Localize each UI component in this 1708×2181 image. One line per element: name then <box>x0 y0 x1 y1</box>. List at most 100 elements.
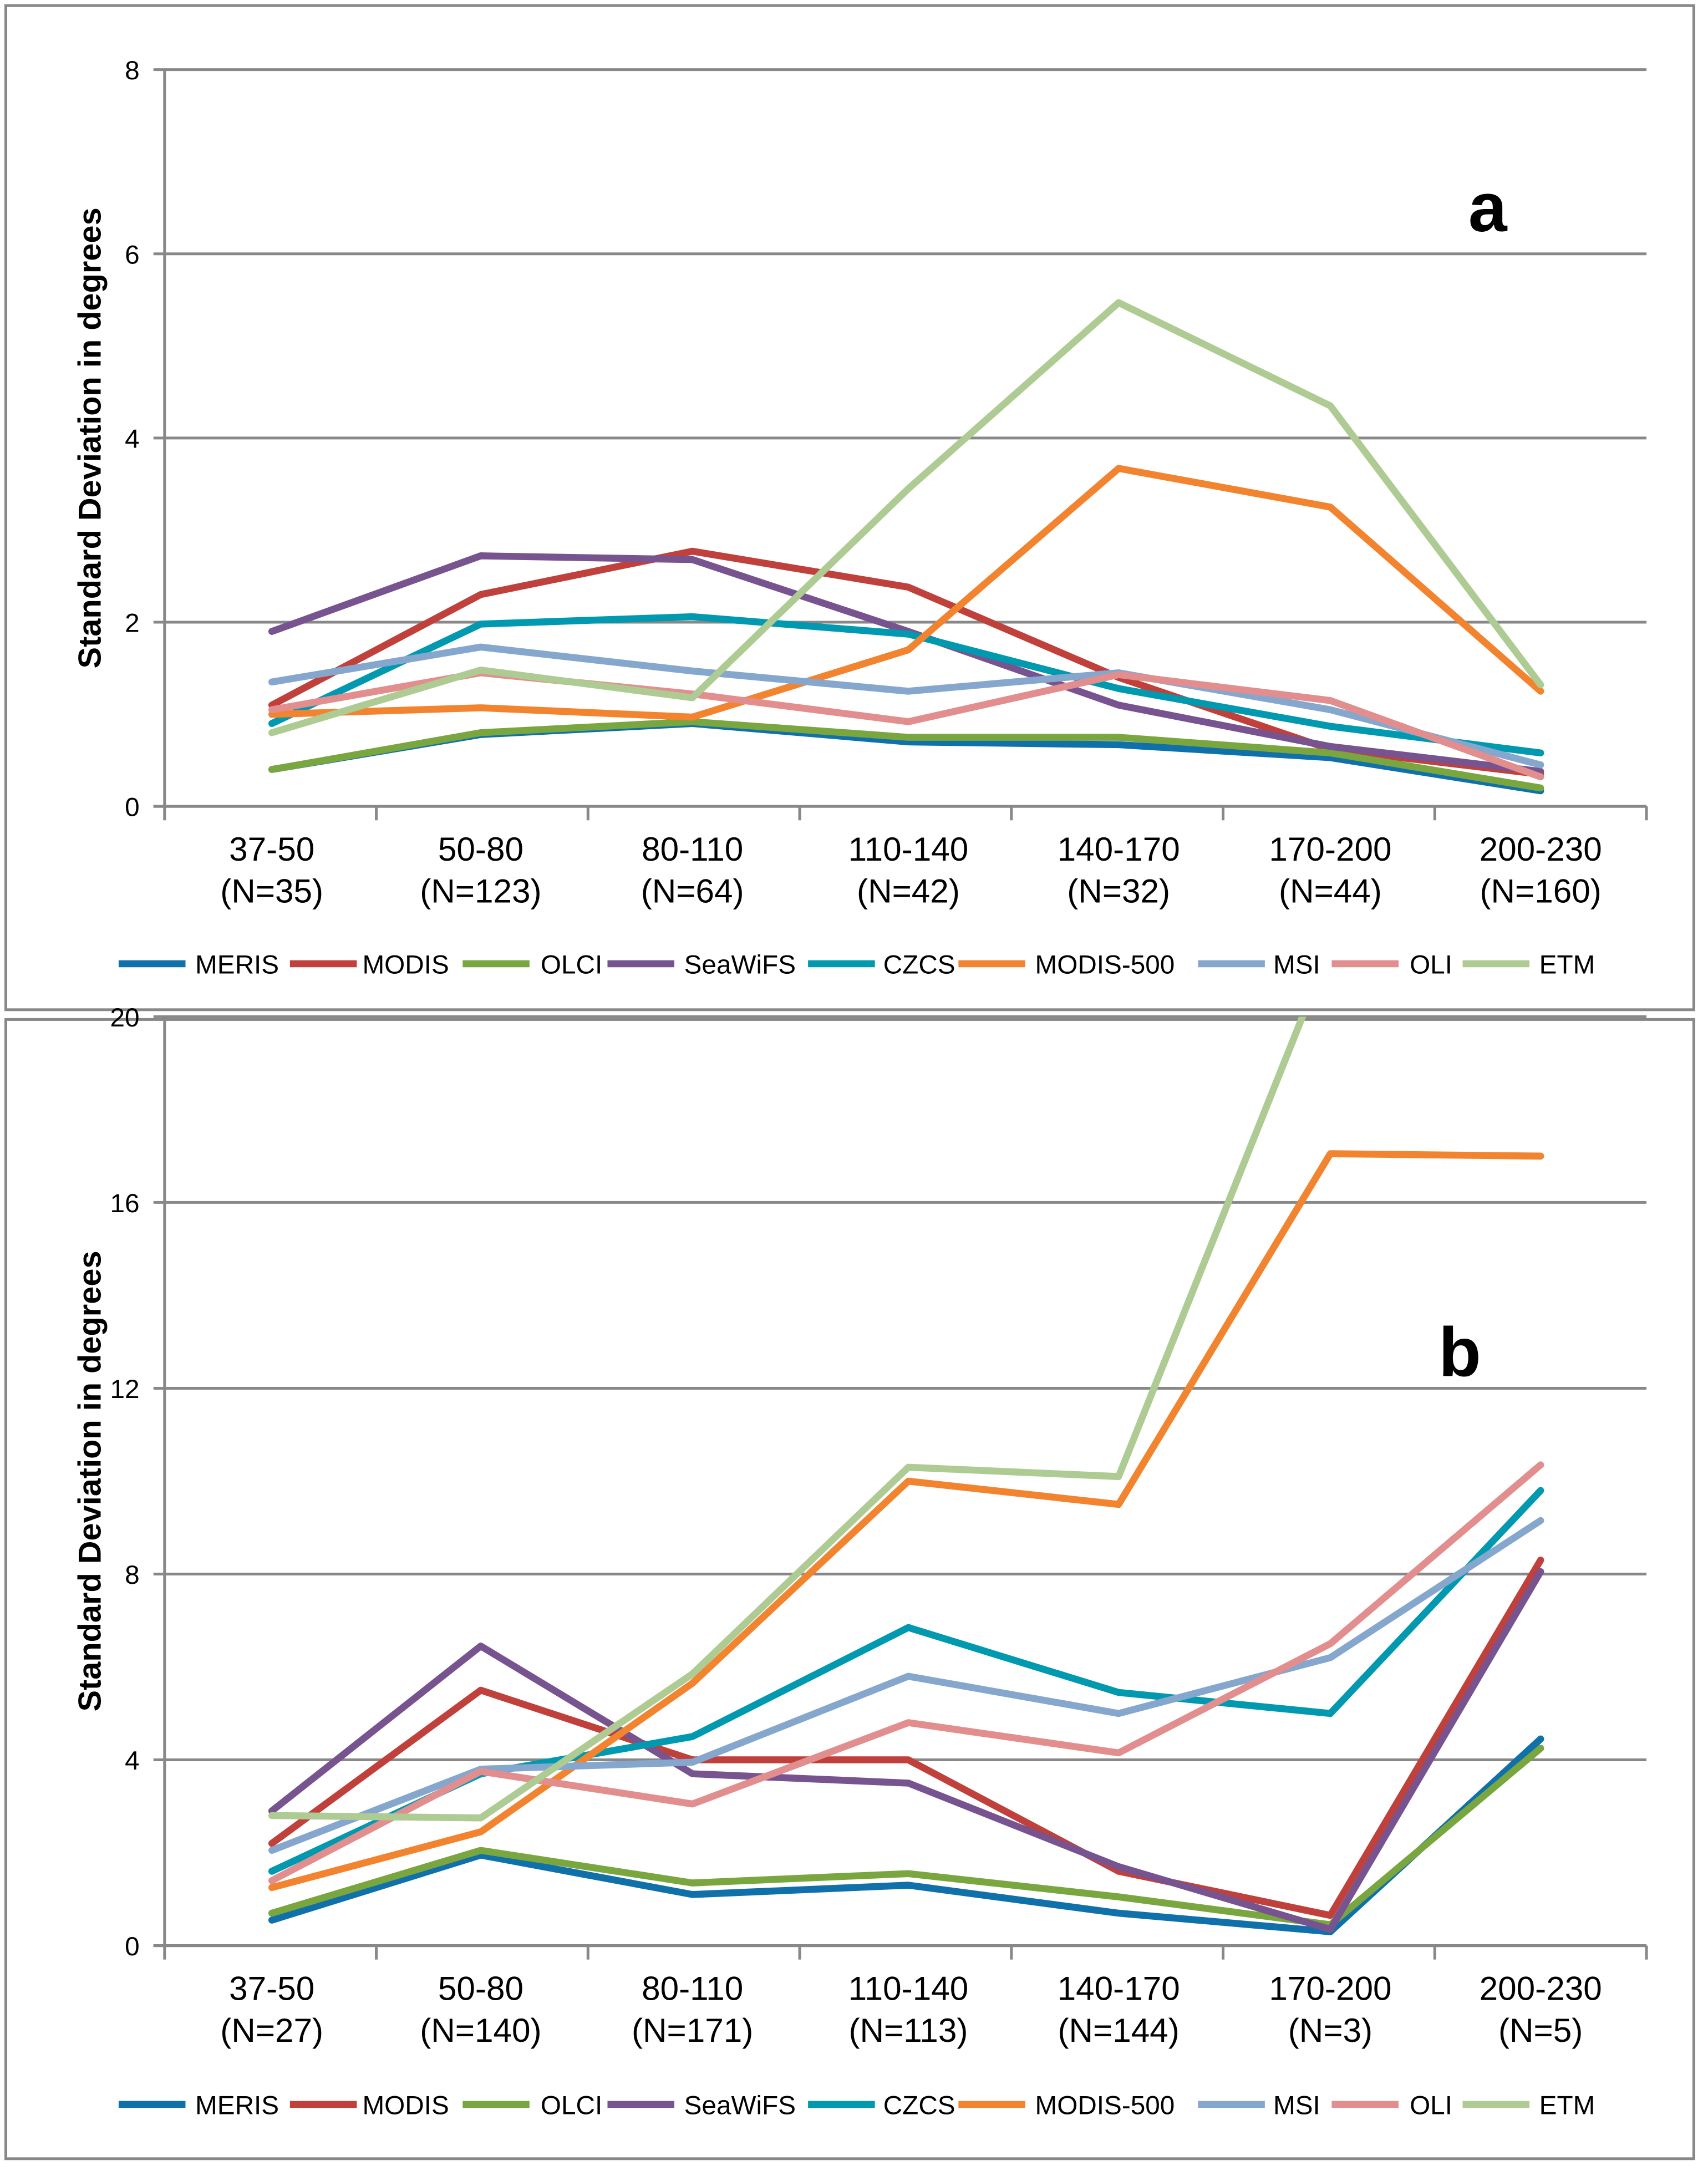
x-tick-count-label: (N=3) <box>1288 2011 1372 2049</box>
data-point-msi <box>692 670 693 672</box>
data-point-modis-500 <box>692 1683 693 1684</box>
x-tick-count-label: (N=32) <box>1067 872 1170 909</box>
y-tick-label: 4 <box>125 1746 140 1776</box>
x-tick-count-label: (N=144) <box>1058 2011 1179 2049</box>
x-tick-label: 50-80 <box>438 1970 523 2007</box>
data-point-olci <box>692 721 693 722</box>
data-point-olci <box>908 1873 909 1874</box>
legend-label: OLI <box>1410 2091 1452 2120</box>
legend-item-seawifs: SeaWiFS <box>607 2091 796 2120</box>
data-point-oli <box>1330 700 1331 701</box>
data-point-meris <box>692 1894 693 1895</box>
x-tick-label: 37-50 <box>229 830 314 868</box>
data-point-modis-500 <box>692 716 693 718</box>
x-tick-label: 110-140 <box>848 1970 969 2007</box>
data-point-olci <box>1330 753 1331 754</box>
legend-label: OLCI <box>541 950 602 980</box>
legend-label: OLCI <box>541 2091 602 2120</box>
data-point-oli <box>908 1722 909 1723</box>
x-tick-label: 110-140 <box>848 830 969 868</box>
series-line-etm <box>268 1016 1307 1822</box>
legend-item-modis-500: MODIS-500 <box>958 950 1175 980</box>
data-point-meris <box>1330 757 1331 758</box>
data-point-msi <box>908 1676 909 1677</box>
y-tick-label: 16 <box>110 1189 140 1218</box>
data-point-modis-500 <box>1330 1153 1331 1154</box>
x-tick-label: 37-50 <box>229 1970 314 2007</box>
legend-item-meris: MERIS <box>118 2091 279 2120</box>
legend-item-msi: MSI <box>1198 2091 1320 2120</box>
y-tick-label: 20 <box>110 1003 140 1033</box>
panel-letter: b <box>1438 1313 1481 1391</box>
panel-letter: a <box>1468 168 1508 246</box>
y-tick-label: 6 <box>125 240 140 270</box>
legend-label: CZCS <box>883 950 955 980</box>
panel-frame <box>4 1018 1695 2160</box>
x-tick-count-label: (N=113) <box>848 2011 968 2049</box>
data-point-etm <box>908 1467 909 1468</box>
x-tick-label: 140-170 <box>1058 1970 1180 2007</box>
x-tick-label: 80-110 <box>642 1970 743 2007</box>
data-point-seawifs <box>1330 1929 1331 1930</box>
panel-frame <box>4 4 1695 1011</box>
chart-panel-a: 0 2 4 6 8 37-50 (N=35) 50-80 (N=123) 80-110 (N=64)… <box>4 4 1695 1011</box>
x-tick-count-label: (N=140) <box>420 2011 541 2049</box>
legend-label: MERIS <box>195 2091 279 2120</box>
legend-label: MODIS-500 <box>1035 2091 1175 2120</box>
x-tick-count-label: (N=27) <box>220 2011 323 2049</box>
x-tick-count-label: (N=5) <box>1498 2011 1583 2049</box>
x-tick-count-label: (N=35) <box>220 872 323 909</box>
legend-item-oli: OLI <box>1331 2091 1452 2120</box>
legend-label: ETM <box>1539 2091 1595 2120</box>
legend-item-meris: MERIS <box>118 950 279 980</box>
y-tick-label: 0 <box>125 793 140 822</box>
series-line-etm <box>268 299 1544 736</box>
legend-label: MODIS <box>362 950 449 980</box>
x-tick-label: 200-230 <box>1480 1970 1602 2007</box>
legend-label: OLI <box>1410 950 1452 980</box>
legend-item-etm: ETM <box>1462 2091 1595 2120</box>
legend-label: MSI <box>1273 2091 1320 2120</box>
legend-label: MODIS <box>362 2091 449 2120</box>
x-tick-label: 170-200 <box>1269 1970 1391 2007</box>
data-point-czcs <box>692 1736 693 1737</box>
x-tick-label: 50-80 <box>438 830 523 868</box>
y-axis-label: Standard Deviation in degrees <box>72 1250 108 1711</box>
series-line-czcs <box>268 1487 1544 1875</box>
legend-label: SeaWiFS <box>684 950 796 980</box>
legend-label: ETM <box>1539 950 1595 980</box>
data-point-modis <box>1330 1915 1331 1916</box>
y-tick-label: 8 <box>125 56 140 85</box>
series-group <box>268 299 1544 795</box>
series-group <box>268 1016 1544 1935</box>
x-tick-label: 200-230 <box>1480 830 1602 868</box>
data-point-msi <box>908 691 909 692</box>
data-point-modis <box>692 551 693 552</box>
y-tick-label: 0 <box>125 1932 140 1961</box>
legend-item-olci: OLCI <box>462 950 602 980</box>
legend-item-czcs: CZCS <box>808 2091 955 2120</box>
x-tick-count-label: (N=171) <box>632 2011 753 2049</box>
legend-item-modis: MODIS <box>289 2091 449 2120</box>
legend-item-czcs: CZCS <box>808 950 955 980</box>
x-tick-label: 80-110 <box>642 830 743 868</box>
legend-label: CZCS <box>883 2091 955 2120</box>
x-tick-count-label: (N=123) <box>420 872 541 909</box>
series-line-msi <box>268 1517 1544 1854</box>
legend-item-etm: ETM <box>1462 950 1595 980</box>
data-point-seawifs <box>1330 746 1331 747</box>
data-point-seawifs <box>692 1773 693 1774</box>
x-tick-count-label: (N=64) <box>641 872 744 909</box>
x-tick-count-label: (N=160) <box>1480 872 1601 909</box>
chart-panel-b: 0 4 8 12 16 20 37-50 (N=27) 50-80 (N=140) 80-110 (N… <box>4 1003 1695 2160</box>
legend-label: MODIS-500 <box>1035 950 1175 980</box>
legend-item-msi: MSI <box>1198 950 1320 980</box>
legend-item-olci: OLCI <box>462 2091 602 2120</box>
legend-item-seawifs: SeaWiFS <box>607 950 796 980</box>
y-axis-label: Standard Deviation in degrees <box>72 207 108 668</box>
series-line-modis-500 <box>268 465 1544 721</box>
data-point-oli <box>908 721 909 722</box>
legend-label: SeaWiFS <box>684 2091 796 2120</box>
data-point-modis <box>908 587 909 588</box>
